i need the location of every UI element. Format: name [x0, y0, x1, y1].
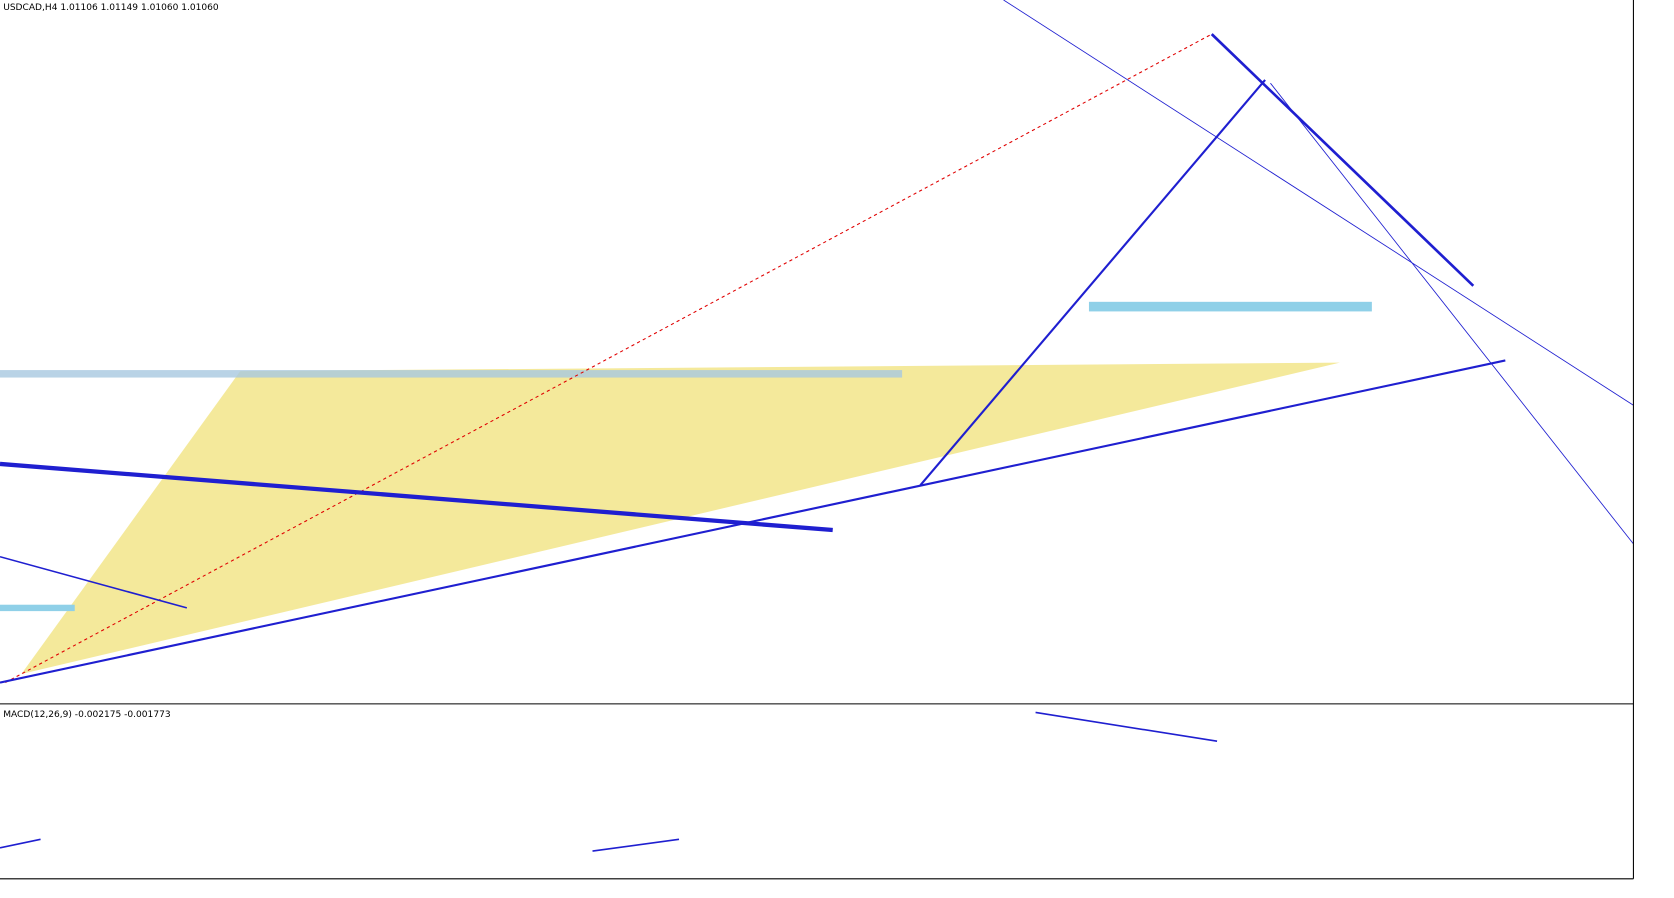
fib-trend [5, 33, 1212, 684]
trend-line [0, 359, 1506, 684]
divergence-line [0, 838, 41, 849]
chart-title: USDCAD,H4 1.01106 1.01149 1.01060 1.0106… [3, 3, 219, 13]
drawings-front [0, 0, 1634, 880]
trend-line [1210, 33, 1475, 287]
indicator-title: MACD(12,26,9) -0.002175 -0.001773 [3, 710, 171, 720]
channel-line [1003, 0, 1634, 406]
zone-bar [1088, 301, 1372, 312]
zone-bar [0, 370, 903, 378]
trend-line [919, 79, 1266, 486]
trend-line [0, 555, 188, 609]
channel-line [1270, 82, 1634, 545]
trend-line [0, 461, 833, 533]
divergence-line [592, 838, 680, 852]
labels: USDCAD,H4 1.01106 1.01149 1.01060 1.0106… [3, 3, 219, 720]
zone-bar [0, 604, 75, 612]
divergence-line [1035, 711, 1218, 743]
